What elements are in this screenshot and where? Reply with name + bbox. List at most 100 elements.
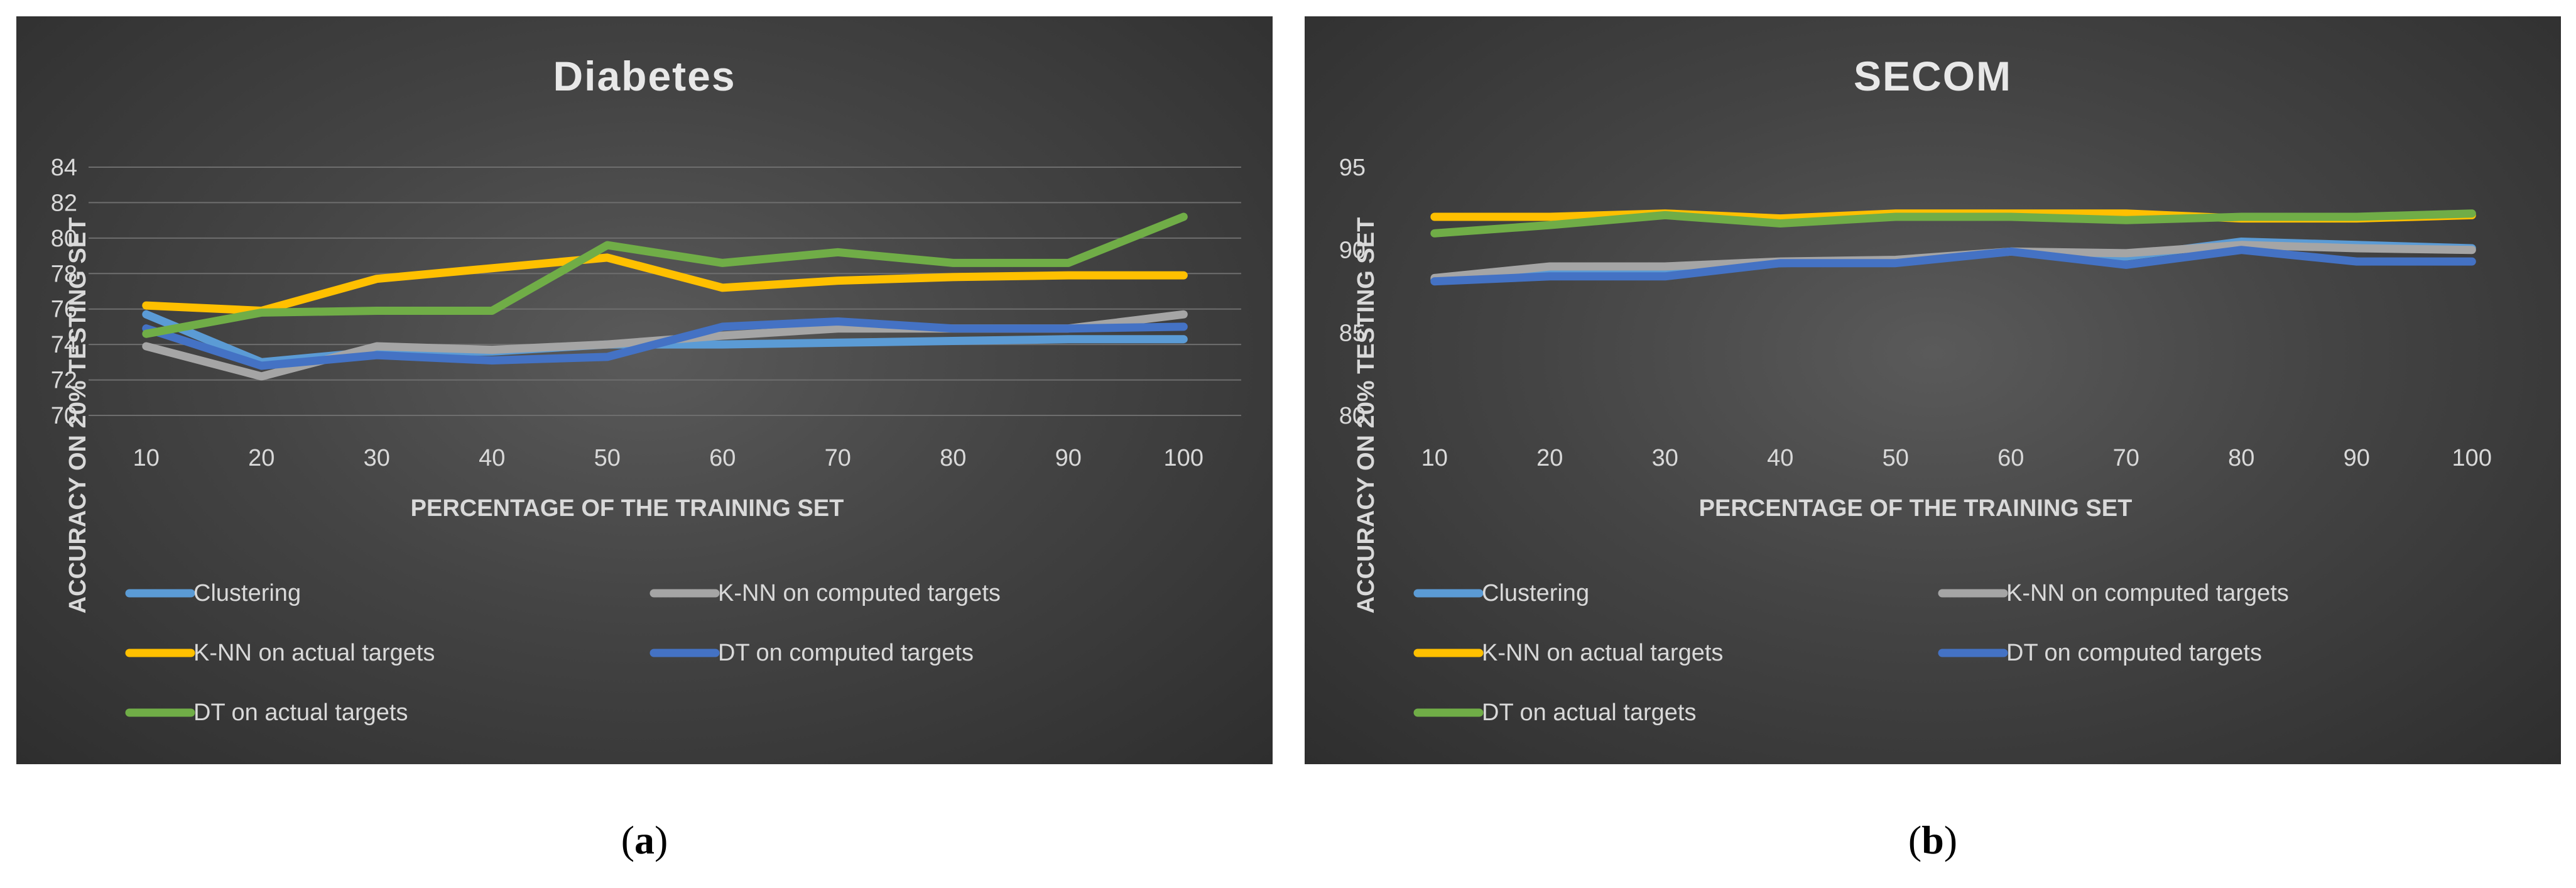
data-point-dt-on-computed-targets bbox=[606, 355, 609, 358]
data-point-k-nn-on-actual-targets bbox=[2124, 212, 2128, 215]
y-tick-label: 85 bbox=[1339, 320, 1366, 346]
data-point-k-nn-on-actual-targets bbox=[1067, 274, 1070, 277]
caption-b: (b) bbox=[1908, 818, 1958, 862]
series-line-dt-on-actual-targets bbox=[142, 212, 1188, 338]
x-axis-label: PERCENTAGE OF THE TRAINING SET bbox=[411, 495, 844, 522]
y-tick-label: 74 bbox=[51, 332, 77, 358]
x-tick-label: 40 bbox=[1767, 445, 1793, 471]
data-point-k-nn-on-computed-targets bbox=[1548, 265, 1552, 268]
data-point-k-nn-on-actual-targets bbox=[1779, 217, 1782, 220]
series-line-dt-on-computed-targets bbox=[142, 317, 1188, 370]
legend-label-k-nn-on-computed-targets: K-NN on computed targets bbox=[718, 580, 1001, 606]
data-point-dt-on-computed-targets bbox=[1663, 275, 1666, 278]
data-point-dt-on-actual-targets bbox=[1548, 224, 1552, 227]
x-tick-label: 60 bbox=[709, 445, 736, 471]
data-point-k-nn-on-actual-targets bbox=[952, 275, 955, 278]
data-point-k-nn-on-computed-targets bbox=[2355, 247, 2358, 250]
legend-label-dt-on-actual-targets: DT on actual targets bbox=[193, 699, 408, 726]
legend-label-clustering: Clustering bbox=[193, 580, 301, 606]
data-point-dt-on-actual-targets bbox=[491, 309, 494, 312]
data-point-dt-on-computed-targets bbox=[260, 365, 263, 367]
y-axis-label: ACCURACY ON 20% TESTING SET bbox=[65, 217, 91, 614]
data-point-dt-on-computed-targets bbox=[2355, 260, 2358, 263]
data-point-dt-on-actual-targets bbox=[2009, 216, 2013, 218]
data-point-dt-on-actual-targets bbox=[606, 244, 609, 247]
x-tick-label: 100 bbox=[1164, 445, 1204, 471]
y-tick-label: 95 bbox=[1339, 155, 1366, 181]
y-tick-label: 70 bbox=[51, 403, 77, 429]
data-point-dt-on-computed-targets bbox=[1548, 275, 1552, 278]
x-axis-label: PERCENTAGE OF THE TRAINING SET bbox=[1699, 495, 2133, 522]
data-point-dt-on-computed-targets bbox=[1067, 327, 1070, 330]
data-point-dt-on-computed-targets bbox=[721, 325, 724, 328]
legend-label-k-nn-on-actual-targets: K-NN on actual targets bbox=[1482, 640, 1723, 666]
data-point-k-nn-on-computed-targets bbox=[491, 348, 494, 351]
data-point-dt-on-actual-targets bbox=[1779, 222, 1782, 225]
data-point-dt-on-actual-targets bbox=[1894, 216, 1897, 218]
data-point-dt-on-computed-targets bbox=[144, 327, 148, 330]
chart-title: SECOM bbox=[1854, 53, 2012, 99]
y-axis-label: ACCURACY ON 20% TESTING SET bbox=[1353, 217, 1379, 614]
data-point-k-nn-on-computed-targets bbox=[375, 344, 378, 348]
data-point-clustering bbox=[952, 339, 955, 343]
line-chart-diabetes: Diabetes 70 72 74 76 78 80 82 84 10 20 30 40 50 60 70 80… bbox=[51, 53, 1241, 726]
data-point-dt-on-computed-targets bbox=[836, 320, 839, 323]
data-point-k-nn-on-computed-targets bbox=[836, 327, 839, 330]
data-point-clustering bbox=[1067, 337, 1070, 341]
data-point-clustering bbox=[721, 343, 724, 346]
data-point-k-nn-on-computed-targets bbox=[721, 334, 724, 337]
data-point-dt-on-actual-targets bbox=[1182, 216, 1185, 218]
y-tick-label: 80 bbox=[51, 226, 77, 252]
data-point-dt-on-computed-targets bbox=[375, 354, 378, 357]
data-point-dt-on-actual-targets bbox=[2124, 219, 2128, 222]
x-tick-label: 90 bbox=[1055, 445, 1082, 471]
data-point-dt-on-actual-targets bbox=[2470, 212, 2474, 215]
data-point-k-nn-on-actual-targets bbox=[606, 256, 609, 259]
data-point-dt-on-computed-targets bbox=[2124, 263, 2128, 266]
y-tick-label: 90 bbox=[1339, 238, 1366, 264]
x-tick-label: 80 bbox=[2228, 445, 2254, 471]
data-point-k-nn-on-computed-targets bbox=[2470, 248, 2474, 251]
data-point-k-nn-on-actual-targets bbox=[1182, 274, 1185, 277]
y-tick-label: 72 bbox=[51, 368, 77, 394]
data-point-dt-on-computed-targets bbox=[952, 327, 955, 330]
x-tick-label: 100 bbox=[2452, 445, 2492, 471]
caption-b-letter: b bbox=[1921, 818, 1944, 862]
data-point-dt-on-actual-targets bbox=[1067, 261, 1070, 265]
legend-label-dt-on-computed-targets: DT on computed targets bbox=[2006, 640, 2262, 666]
data-point-k-nn-on-actual-targets bbox=[375, 277, 378, 280]
data-point-dt-on-actual-targets bbox=[952, 261, 955, 265]
x-tick-label: 50 bbox=[594, 445, 621, 471]
x-tick-label: 10 bbox=[1421, 445, 1448, 471]
x-tick-label: 60 bbox=[1997, 445, 2024, 471]
x-tick-label: 10 bbox=[133, 445, 160, 471]
data-point-k-nn-on-actual-targets bbox=[1548, 216, 1552, 218]
caption-a-letter: a bbox=[634, 818, 655, 862]
legend-label-clustering: Clustering bbox=[1482, 580, 1589, 606]
data-point-k-nn-on-actual-targets bbox=[144, 304, 148, 307]
data-point-dt-on-actual-targets bbox=[2240, 216, 2243, 218]
data-point-k-nn-on-computed-targets bbox=[260, 375, 263, 378]
chart-panel-secom: SECOM 80 85 90 95 10 20 30 40 50 60 70 80 90 100 PERCEN… bbox=[1305, 16, 2561, 764]
data-point-k-nn-on-computed-targets bbox=[1182, 313, 1185, 316]
legend-label-dt-on-computed-targets: DT on computed targets bbox=[718, 640, 974, 666]
series-line-dt-on-computed-targets bbox=[1430, 246, 2476, 286]
x-tick-label: 40 bbox=[479, 445, 505, 471]
data-point-dt-on-actual-targets bbox=[2355, 216, 2358, 218]
series-line-k-nn-on-actual-targets bbox=[142, 253, 1188, 315]
data-point-k-nn-on-computed-targets bbox=[2240, 243, 2243, 246]
y-tick-label: 78 bbox=[51, 261, 77, 287]
legend-label-k-nn-on-computed-targets: K-NN on computed targets bbox=[2006, 580, 2289, 606]
legend-label-dt-on-actual-targets: DT on actual targets bbox=[1482, 699, 1696, 726]
data-point-dt-on-computed-targets bbox=[2009, 250, 2013, 253]
x-tick-label: 20 bbox=[248, 445, 274, 471]
chart-panel-diabetes: Diabetes 70 72 74 76 78 80 82 84 10 20 30 40 50 60 70 80… bbox=[16, 16, 1273, 764]
series-line-dt-on-actual-targets bbox=[1430, 209, 2476, 238]
y-tick-label: 76 bbox=[51, 297, 77, 323]
data-point-k-nn-on-actual-targets bbox=[491, 266, 494, 270]
data-point-dt-on-actual-targets bbox=[1663, 214, 1666, 217]
y-tick-label: 80 bbox=[1339, 403, 1366, 429]
data-point-k-nn-on-actual-targets bbox=[1433, 216, 1436, 218]
caption-a: (a) bbox=[621, 818, 668, 862]
x-tick-label: 30 bbox=[1652, 445, 1678, 471]
